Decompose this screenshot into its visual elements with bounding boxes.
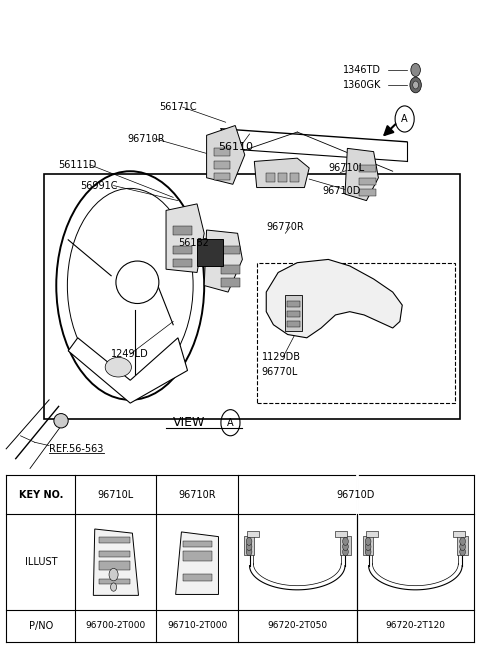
Text: 56991C: 56991C: [80, 180, 118, 191]
Bar: [360, 165, 376, 172]
Bar: [214, 161, 230, 169]
Text: 96720-2T050: 96720-2T050: [267, 621, 327, 630]
Circle shape: [413, 81, 419, 89]
Circle shape: [365, 543, 371, 550]
Text: 96770R: 96770R: [266, 222, 304, 232]
Polygon shape: [206, 125, 245, 184]
Text: ILLUST: ILLUST: [24, 557, 57, 567]
Circle shape: [109, 568, 118, 581]
Bar: [197, 239, 223, 266]
Polygon shape: [176, 532, 218, 594]
Bar: [360, 189, 376, 196]
Circle shape: [246, 537, 252, 545]
Bar: [214, 173, 230, 180]
Text: A: A: [227, 418, 234, 428]
Bar: [221, 278, 240, 287]
Circle shape: [343, 537, 348, 545]
Polygon shape: [166, 204, 204, 272]
Text: 96770L: 96770L: [262, 367, 298, 377]
Bar: [214, 148, 230, 155]
Text: 96720-2T120: 96720-2T120: [385, 621, 445, 630]
Bar: [99, 579, 130, 584]
Bar: [290, 173, 299, 182]
Bar: [44, 174, 459, 419]
Text: A: A: [401, 114, 408, 124]
Bar: [360, 178, 376, 185]
Text: KEY NO.: KEY NO.: [19, 489, 63, 500]
Bar: [285, 295, 302, 331]
Circle shape: [110, 583, 117, 591]
Bar: [183, 541, 212, 547]
Bar: [173, 226, 192, 235]
Bar: [173, 258, 192, 267]
Text: 96710-2T000: 96710-2T000: [167, 621, 227, 630]
Bar: [257, 262, 455, 403]
Text: VIEW: VIEW: [173, 416, 205, 429]
Text: 96710L: 96710L: [98, 489, 134, 500]
Circle shape: [460, 548, 466, 556]
Ellipse shape: [105, 358, 132, 377]
Text: 96700-2T000: 96700-2T000: [86, 621, 146, 630]
Circle shape: [460, 537, 466, 545]
Circle shape: [246, 548, 252, 556]
Text: P/NO: P/NO: [29, 621, 53, 631]
Polygon shape: [204, 230, 242, 292]
Text: 1249LD: 1249LD: [111, 349, 149, 359]
Polygon shape: [254, 158, 309, 188]
Bar: [287, 301, 300, 307]
Circle shape: [365, 537, 371, 545]
Bar: [221, 265, 240, 274]
Bar: [99, 561, 130, 571]
Text: 1346TD: 1346TD: [343, 65, 381, 75]
Circle shape: [411, 64, 420, 77]
Circle shape: [246, 543, 252, 550]
Text: 96710D: 96710D: [322, 186, 360, 196]
Bar: [266, 173, 275, 182]
Polygon shape: [266, 259, 402, 338]
Circle shape: [460, 543, 466, 550]
Bar: [221, 246, 240, 254]
Polygon shape: [93, 529, 139, 596]
Polygon shape: [68, 338, 188, 403]
Bar: [173, 246, 192, 254]
Bar: [287, 321, 300, 327]
Bar: [366, 531, 378, 537]
Bar: [99, 551, 130, 557]
Bar: [336, 531, 348, 537]
Bar: [363, 536, 373, 555]
Bar: [457, 536, 468, 555]
Text: 96710R: 96710R: [178, 489, 216, 500]
Bar: [340, 536, 351, 555]
Circle shape: [410, 77, 421, 93]
Text: 56171C: 56171C: [159, 102, 196, 112]
Circle shape: [343, 543, 348, 550]
Bar: [183, 552, 212, 561]
Ellipse shape: [54, 413, 68, 428]
Text: 96710D: 96710D: [336, 489, 375, 500]
Bar: [247, 531, 259, 537]
Bar: [287, 311, 300, 317]
Circle shape: [343, 548, 348, 556]
Text: 96710L: 96710L: [328, 163, 364, 173]
Circle shape: [365, 548, 371, 556]
Bar: [278, 173, 287, 182]
Text: 96710R: 96710R: [128, 134, 166, 144]
Bar: [183, 574, 212, 581]
Bar: [453, 531, 465, 537]
Text: 56182: 56182: [178, 238, 209, 248]
Text: 56110: 56110: [218, 142, 253, 152]
Bar: [99, 537, 130, 543]
Bar: [244, 536, 254, 555]
Text: 1360GK: 1360GK: [343, 80, 381, 90]
Text: 56111D: 56111D: [59, 159, 97, 170]
Ellipse shape: [116, 261, 159, 304]
Text: REF.56-563: REF.56-563: [49, 444, 104, 454]
Polygon shape: [345, 148, 378, 201]
Text: 1129DB: 1129DB: [262, 352, 300, 362]
